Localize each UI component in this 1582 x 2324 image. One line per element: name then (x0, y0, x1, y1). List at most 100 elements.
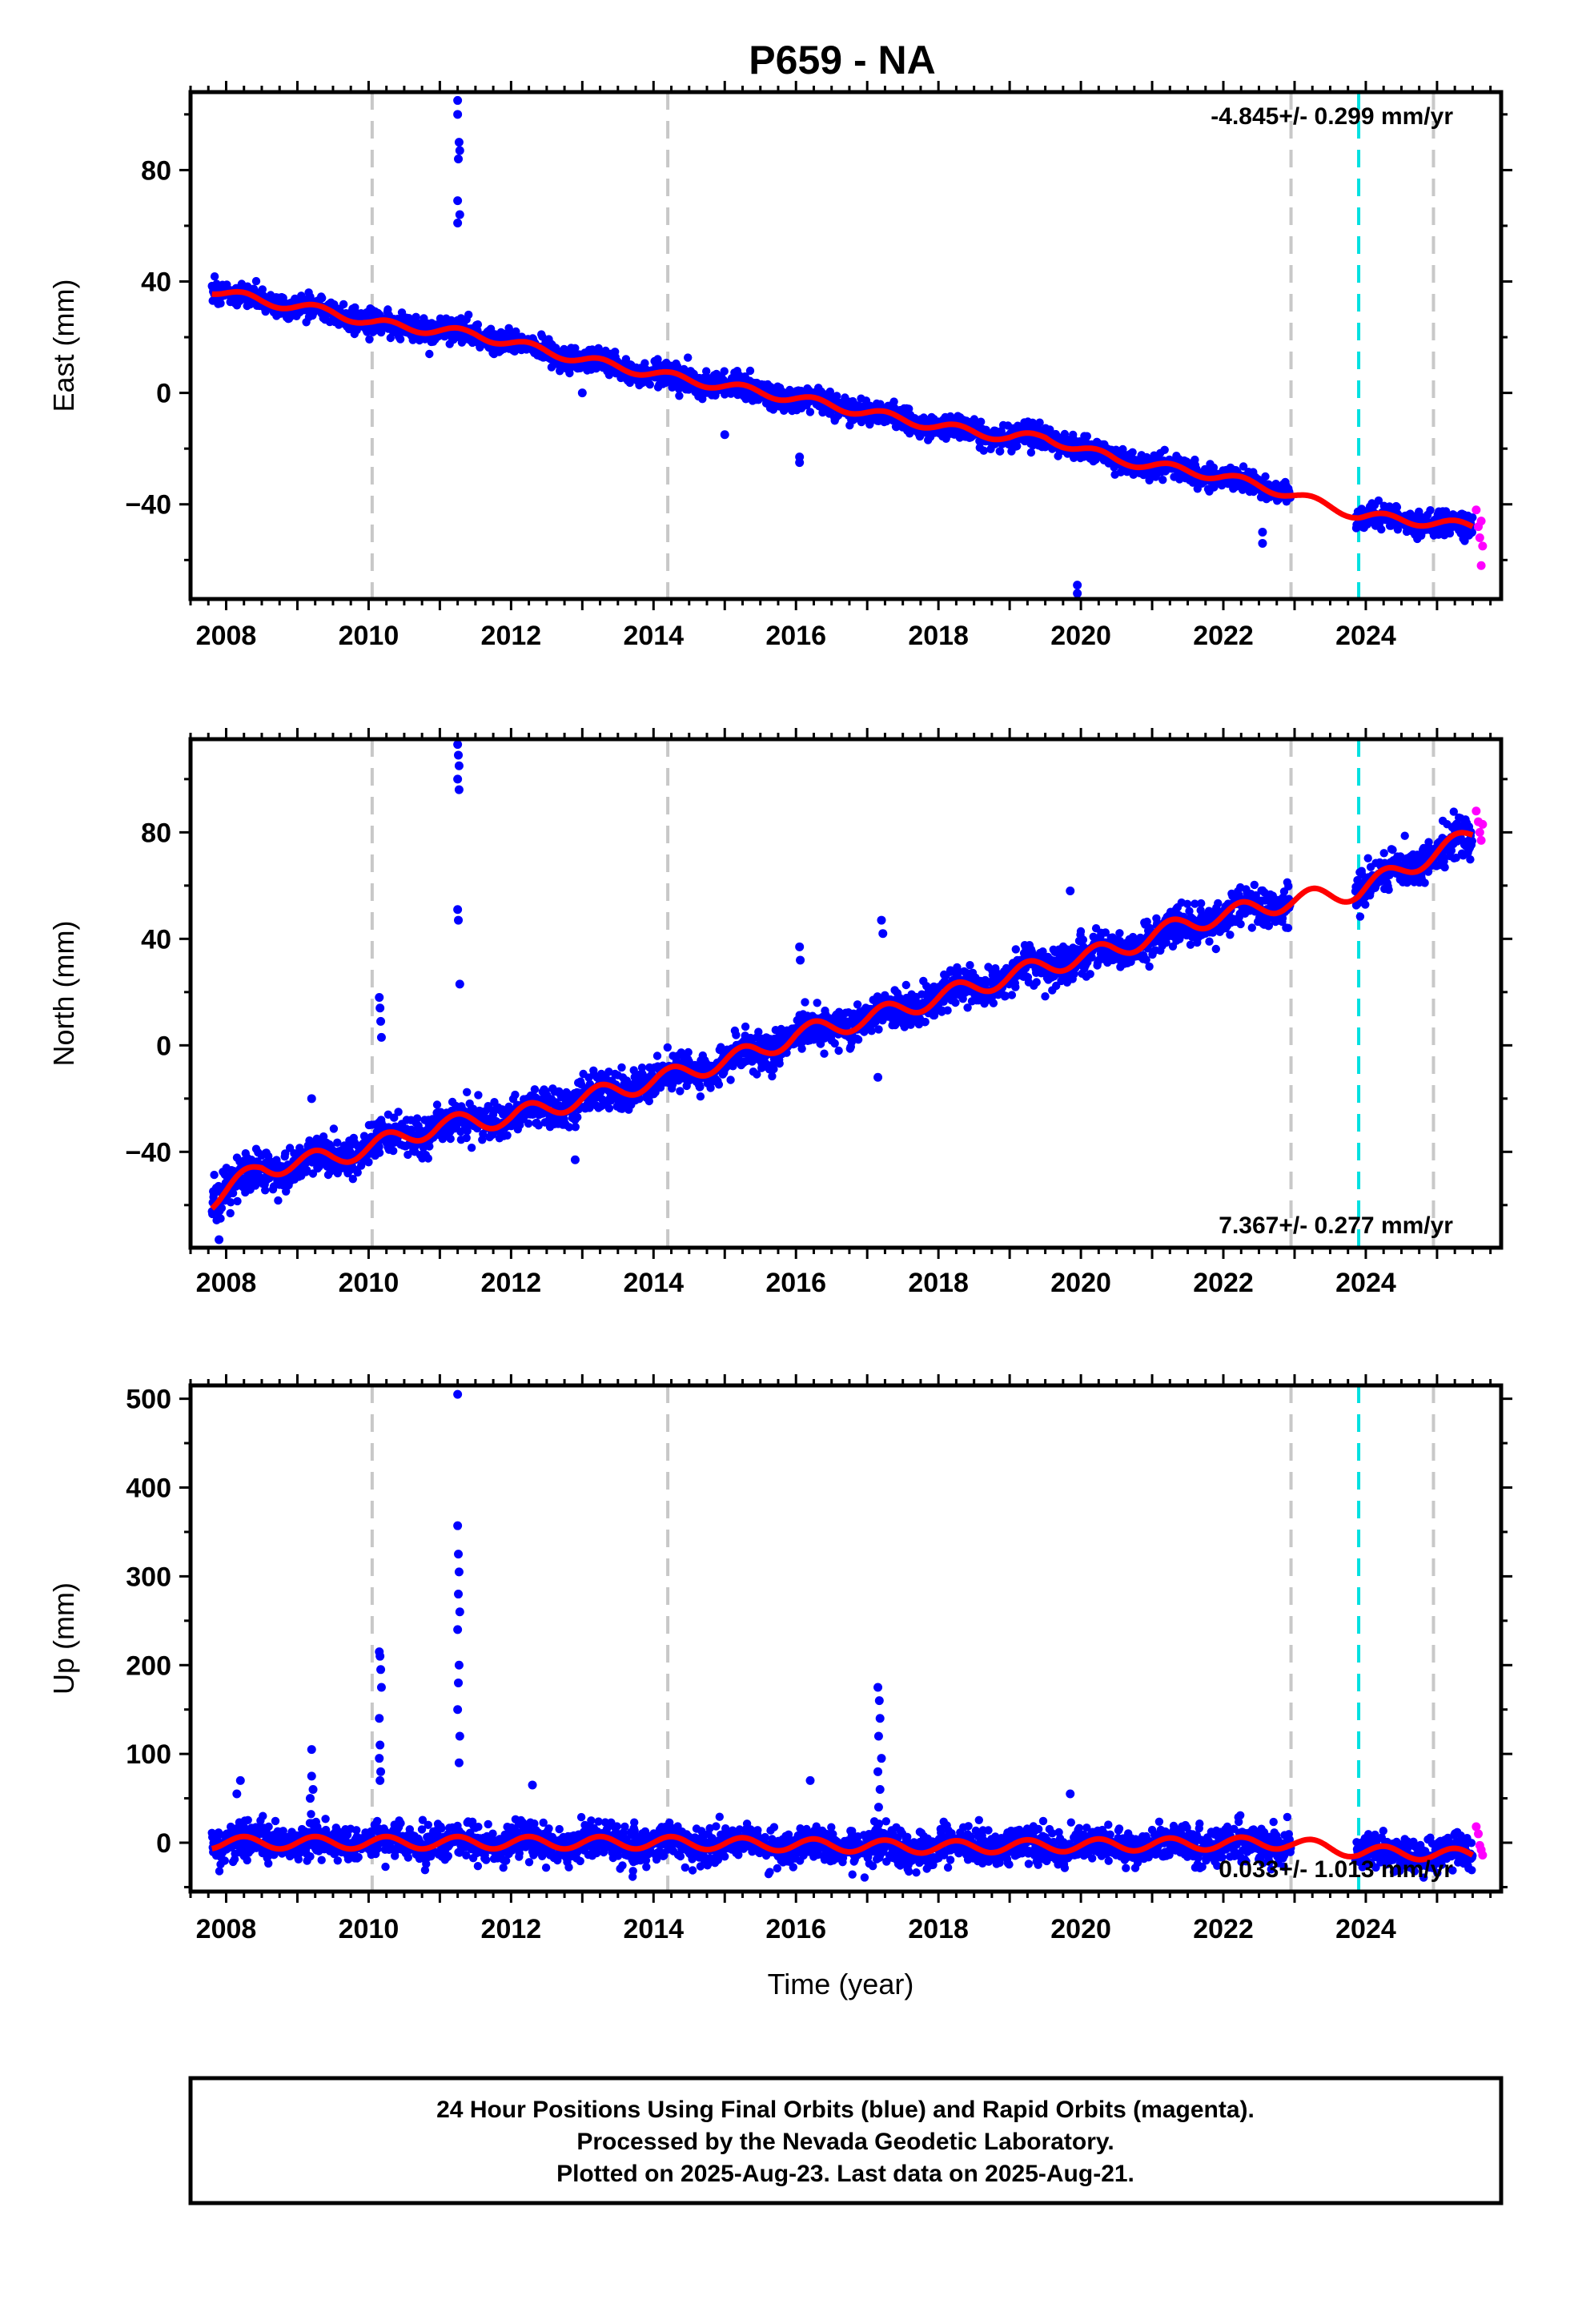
final-orbit-point (217, 1204, 227, 1212)
final-orbit-point (696, 1083, 705, 1092)
y-tick-label: 40 (141, 267, 171, 298)
final-orbit-point (1011, 945, 1021, 954)
final-orbit-point (617, 1063, 626, 1072)
y-tick-label: 0 (156, 379, 171, 409)
final-orbit-point (375, 1142, 383, 1152)
final-orbit-point (394, 1108, 403, 1116)
final-orbit-point (524, 1119, 533, 1128)
final-orbit-point (702, 367, 711, 376)
figure-title: P659 - NA (749, 38, 935, 82)
outlier-point (455, 146, 464, 155)
final-orbit-point (1013, 441, 1022, 451)
final-orbit-point (484, 1104, 494, 1113)
plot-area (207, 739, 1488, 1248)
y-tick-label: 80 (141, 155, 171, 186)
final-orbit-point (1026, 448, 1036, 457)
x-tick-label: 2014 (623, 621, 684, 651)
final-orbit-point (396, 335, 405, 344)
x-tick-label: 2022 (1193, 621, 1254, 651)
outlier-point (454, 138, 464, 147)
final-orbit-point (425, 349, 434, 359)
final-orbit-point (977, 417, 986, 426)
final-orbit-point (348, 1175, 357, 1184)
final-orbit-point (604, 1104, 614, 1113)
final-orbit-point (775, 1059, 784, 1068)
final-orbit-point (216, 1214, 225, 1223)
final-orbit-point (1041, 992, 1050, 1001)
final-orbit-point (226, 1208, 235, 1218)
final-orbit-point (290, 1149, 299, 1158)
final-orbit-point (390, 1113, 399, 1122)
final-orbit-point (732, 1031, 741, 1039)
final-orbit-point (696, 1092, 705, 1101)
outlier-point (795, 458, 805, 468)
final-orbit-point (675, 392, 684, 400)
final-orbit-point (209, 1190, 219, 1199)
final-orbit-point (261, 1186, 270, 1195)
final-orbit-point (251, 276, 261, 286)
final-orbit-point (901, 980, 911, 990)
final-orbit-point (834, 1046, 843, 1055)
x-tick-label: 2016 (765, 621, 826, 651)
outlier-point (577, 388, 587, 398)
final-orbit-point (979, 446, 988, 455)
outlier-point (1258, 538, 1267, 548)
final-orbit-point (663, 1043, 672, 1052)
final-orbit-point (463, 1088, 472, 1097)
outlier-point (1258, 528, 1267, 537)
final-orbit-point (473, 320, 483, 329)
y-tick-label: −40 (125, 490, 171, 521)
final-orbit-point (684, 1047, 693, 1057)
final-orbit-point (1032, 978, 1041, 987)
plot-frame (188, 90, 1504, 601)
outlier-point (455, 210, 464, 219)
final-orbit-point (830, 1039, 839, 1048)
final-orbit-point (474, 1091, 483, 1100)
plot-area (207, 92, 1488, 599)
x-tick-label: 2020 (1050, 621, 1111, 651)
rapid-orbit-point (1476, 561, 1486, 570)
y-axis-title: East (mm) (47, 279, 80, 412)
final-orbit-point (797, 1044, 806, 1053)
final-orbit-point (210, 1170, 219, 1180)
final-orbit-point (741, 1022, 750, 1031)
outlier-point (720, 430, 729, 440)
final-orbit-point (511, 1090, 520, 1100)
final-orbit-point (1011, 983, 1020, 991)
final-orbit-point (726, 1076, 735, 1084)
final-orbit-point (745, 366, 755, 376)
outlier-point (454, 154, 464, 163)
final-orbit-point (365, 335, 374, 344)
x-tick-label: 2018 (908, 621, 969, 651)
final-orbit-point (813, 999, 821, 1007)
final-orbit-point (1239, 462, 1248, 471)
final-orbit-point (720, 367, 729, 376)
outlier-point (1073, 589, 1082, 598)
final-orbit-point (1035, 418, 1044, 427)
final-orbit-point (676, 1087, 685, 1096)
east-panel: 2008 2010 2012 2014 2016 2018 2020 2022 20248040… (47, 81, 1512, 651)
final-orbit-point (820, 1049, 829, 1058)
final-orbit-point (921, 1017, 930, 1027)
final-orbit-point (351, 303, 359, 312)
final-orbit-point (951, 998, 960, 1007)
final-orbit-point (464, 310, 473, 320)
final-orbit-point (227, 1198, 235, 1207)
velocity-label: -4.845+/- 0.299 mm/yr (1211, 103, 1453, 130)
final-orbit-point (1445, 529, 1455, 538)
rapid-orbit-point (1475, 533, 1484, 542)
final-orbit-point (258, 285, 267, 294)
final-orbit-point (805, 408, 815, 416)
final-orbit-point (801, 998, 809, 1007)
final-orbit-point (1158, 476, 1167, 485)
final-orbit-point (943, 1006, 952, 1015)
final-orbit-point (1426, 506, 1435, 515)
x-tick-label: 2012 (481, 621, 542, 651)
final-orbit-point (996, 447, 1005, 456)
final-orbit-point (467, 1144, 476, 1152)
final-orbit-point (825, 387, 835, 396)
final-orbit-point (853, 1035, 863, 1044)
final-orbit-point (375, 1148, 384, 1157)
final-orbit-point (714, 1080, 724, 1089)
final-orbit-point (966, 961, 974, 970)
